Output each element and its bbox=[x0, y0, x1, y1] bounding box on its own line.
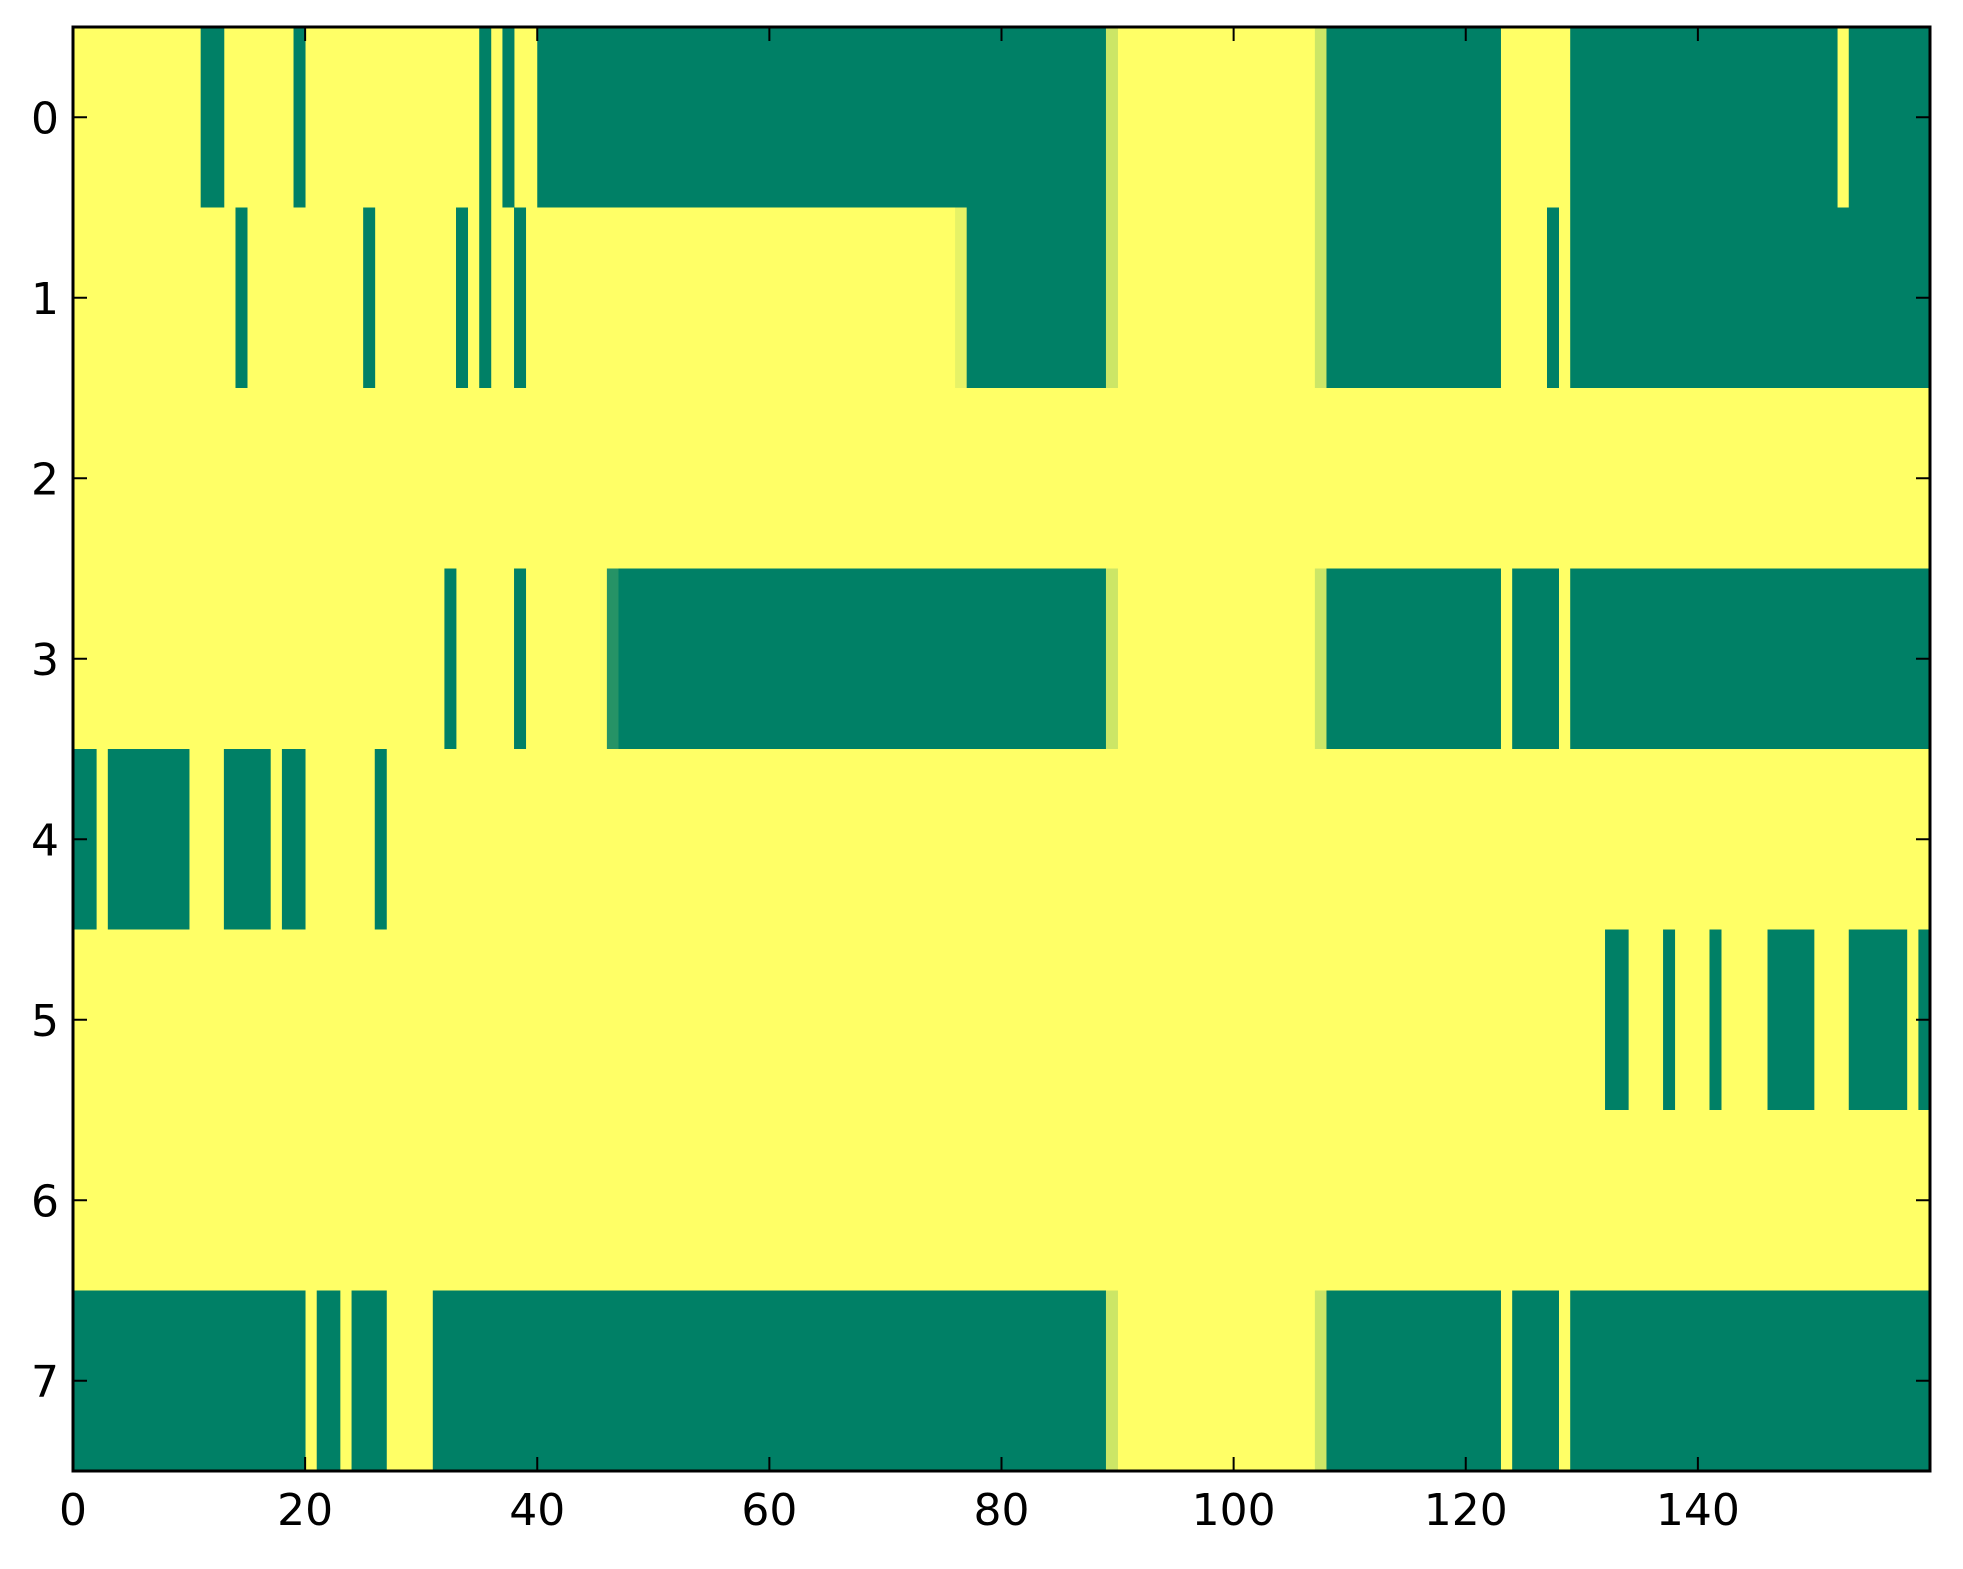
y-tick-label: 1 bbox=[31, 274, 59, 325]
x-tick-label: 0 bbox=[59, 1485, 87, 1536]
heatmap-cell-segment bbox=[1848, 929, 1908, 1111]
y-tick-label: 0 bbox=[31, 93, 59, 144]
heatmap-cell-segment bbox=[618, 568, 1107, 750]
heatmap-cell-segment bbox=[1105, 27, 1118, 208]
heatmap-cell-segment bbox=[1314, 27, 1327, 208]
heatmap-cell-segment bbox=[514, 568, 527, 750]
heatmap-cell-segment bbox=[432, 1290, 1107, 1472]
heatmap-cell-segment bbox=[1326, 27, 1501, 208]
heatmap-cell-segment bbox=[1512, 1290, 1559, 1472]
axis-tick-labels: 0 20 40 60 80 100 120 140 0 1 2 3 4 5 6 7 bbox=[31, 93, 1740, 1536]
heatmap-cell-segment bbox=[1570, 568, 1931, 750]
x-tick-label: 120 bbox=[1424, 1485, 1508, 1536]
heatmap-cell-segment bbox=[1570, 1290, 1931, 1472]
heatmap-cell-segment bbox=[1709, 929, 1722, 1111]
heatmap-row-5 bbox=[73, 929, 1930, 1111]
heatmap-cell-segment bbox=[479, 207, 492, 389]
heatmap-cell-segment bbox=[1105, 1290, 1118, 1472]
heatmap-cell-segment bbox=[1314, 568, 1327, 750]
heatmap-cell-segment bbox=[374, 749, 387, 930]
heatmap-cell-segment bbox=[1105, 568, 1118, 750]
heatmap-cell-segment bbox=[363, 207, 376, 389]
heatmap-cell-segment bbox=[1570, 27, 1838, 208]
x-tick-label: 100 bbox=[1192, 1485, 1276, 1536]
heatmap-cell-segment bbox=[293, 27, 306, 208]
x-tick-label: 60 bbox=[741, 1485, 797, 1536]
heatmap-cell-segment bbox=[456, 207, 469, 389]
heatmap-cell-segment bbox=[316, 1290, 341, 1472]
heatmap-cell-segment bbox=[1570, 207, 1931, 389]
heatmap-cell-segment bbox=[966, 207, 1107, 389]
y-tick-label: 6 bbox=[31, 1176, 59, 1227]
heatmap-cell-segment bbox=[502, 27, 515, 208]
heatmap-cell-segment bbox=[1326, 568, 1501, 750]
x-tick-label: 80 bbox=[974, 1485, 1030, 1536]
heatmap-cell-segment bbox=[1314, 207, 1327, 389]
plot-frame bbox=[71, 25, 1932, 1473]
heatmap-cell-segment bbox=[1326, 1290, 1501, 1472]
x-tick-label: 20 bbox=[277, 1485, 333, 1536]
heatmap-cell-segment bbox=[73, 1290, 306, 1472]
heatmap-cell-segment bbox=[514, 207, 527, 389]
heatmap-cell-segment bbox=[537, 27, 1107, 208]
heatmap-cell-segment bbox=[1767, 929, 1815, 1111]
x-tick-label: 140 bbox=[1656, 1485, 1740, 1536]
heatmap-cell-segment bbox=[351, 1290, 387, 1472]
y-tick-label: 2 bbox=[31, 454, 59, 505]
heatmap-cell-segment bbox=[200, 27, 225, 208]
heatmap-cell-segment bbox=[444, 568, 457, 750]
axis-ticks bbox=[72, 27, 1930, 1471]
y-tick-label: 4 bbox=[31, 815, 59, 866]
heatmap-cell-segment bbox=[1314, 1290, 1327, 1472]
heatmap-cell-segment bbox=[1546, 207, 1559, 389]
heatmap-row-4 bbox=[73, 749, 1930, 930]
y-tick-label: 3 bbox=[31, 635, 59, 686]
heatmap-cell-segment bbox=[235, 207, 248, 389]
heatmap-row-6 bbox=[73, 1110, 1930, 1291]
heatmap-cell-segment bbox=[955, 207, 968, 389]
heatmap-cell-segment bbox=[606, 568, 619, 750]
heatmap-cell-segment bbox=[479, 27, 492, 208]
heatmap-cell-segment bbox=[281, 749, 306, 930]
heatmap-cell-segment bbox=[1512, 568, 1559, 750]
heatmap-cell-segment bbox=[1605, 929, 1629, 1111]
heatmap-cell-segment bbox=[1326, 207, 1501, 389]
heatmap-cell-segment bbox=[223, 749, 271, 930]
y-tick-label: 5 bbox=[31, 996, 59, 1047]
heatmap-cell-segment bbox=[107, 749, 190, 930]
heatmap-cell-segment bbox=[1105, 207, 1118, 389]
heatmap-cells bbox=[73, 27, 1931, 1472]
heatmap-cell-segment bbox=[1663, 929, 1676, 1111]
x-tick-label: 40 bbox=[509, 1485, 565, 1536]
heatmap-row-2 bbox=[73, 388, 1930, 569]
y-tick-label: 7 bbox=[31, 1357, 59, 1408]
